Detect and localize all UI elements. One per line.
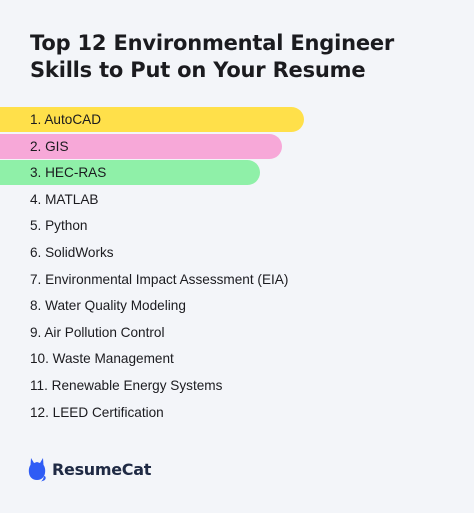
skill-item-leed-certification: 12. LEED Certification xyxy=(30,404,164,420)
skill-item-autocad: 1. AutoCAD xyxy=(0,107,304,132)
skill-item-renewable-energy-systems: 11. Renewable Energy Systems xyxy=(30,377,223,393)
skill-item-waste-management: 10. Waste Management xyxy=(30,351,174,367)
skill-item-matlab: 4. MATLAB xyxy=(30,191,99,207)
skill-item-solidworks: 6. SolidWorks xyxy=(30,244,114,260)
skill-item-python: 5. Python xyxy=(30,218,88,234)
brand-name: ResumeCat xyxy=(52,459,152,479)
skill-item-gis: 2. GIS xyxy=(0,133,282,159)
title-line-1: Top 12 Environmental Engineer xyxy=(30,31,395,55)
cat-logo-icon xyxy=(28,456,46,482)
skill-item-hec-ras: 3. HEC-RAS xyxy=(0,160,260,186)
skill-item-eia: 7. Environmental Impact Assessment (EIA) xyxy=(30,271,289,287)
skill-item-water-quality-modeling: 8. Water Quality Modeling xyxy=(30,298,186,314)
brand-logo: ResumeCat xyxy=(28,455,151,483)
skill-item-air-pollution-control: 9. Air Pollution Control xyxy=(30,324,165,340)
page-title: Top 12 Environmental Engineer Skills to … xyxy=(30,30,450,84)
title-line-2: Skills to Put on Your Resume xyxy=(30,58,366,82)
skills-list: 1. AutoCAD 2. GIS 3. HEC-RAS 4. MATLAB 5… xyxy=(0,107,474,426)
